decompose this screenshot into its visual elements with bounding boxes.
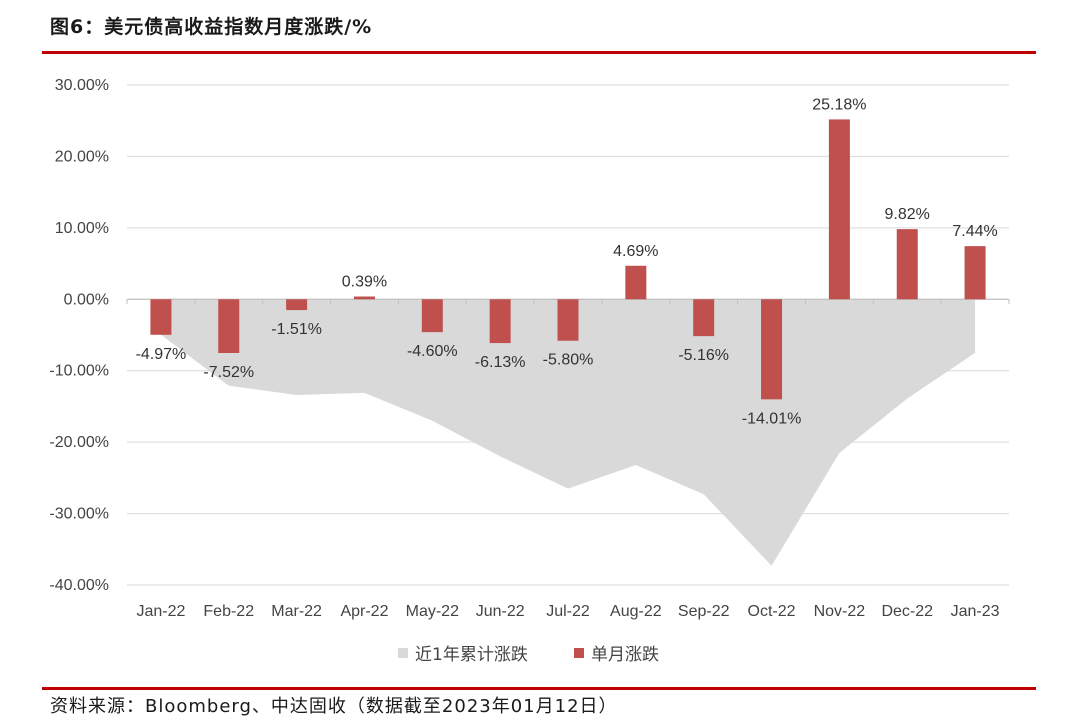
- legend-swatch-area: [398, 647, 408, 658]
- bar-sep-22: [693, 299, 715, 337]
- x-tick-label: Jan-22: [136, 603, 185, 620]
- bar-jul-22: [557, 299, 579, 341]
- top-rule: [42, 51, 1036, 54]
- chart-canvas: 30.00% 20.00% 10.00% 0.00% -10.00% -20.00% -30…: [49, 77, 1010, 620]
- data-label-jan-23: 7.44%: [952, 223, 997, 240]
- bar-may-22: [421, 299, 443, 333]
- bar-mar-22: [286, 299, 308, 311]
- bottom-rule: [42, 687, 1036, 690]
- x-tick-label: Sep-22: [678, 603, 730, 620]
- y-tick-label: -20.00%: [49, 434, 109, 451]
- bar-oct-22: [761, 299, 783, 400]
- legend-item-cumulative: 近1年累计涨跌: [398, 640, 528, 665]
- bar-jan-22: [150, 299, 172, 335]
- x-tick-labels: Jan-22 Feb-22 Mar-22 Apr-22 May-22 Jun-22 Jul-…: [136, 603, 999, 620]
- x-tick-label: May-22: [406, 603, 459, 620]
- bar-apr-22: [353, 296, 375, 300]
- y-tick-label: -40.00%: [49, 577, 109, 594]
- data-label-sep-22: -5.16%: [678, 347, 729, 364]
- x-tick-label: Feb-22: [203, 603, 254, 620]
- x-tick-label: Apr-22: [340, 603, 388, 620]
- data-label-apr-22: 0.39%: [342, 274, 387, 291]
- legend-label-monthly: 单月涨跌: [591, 645, 659, 665]
- y-tick-label: -30.00%: [49, 506, 109, 523]
- data-label-jul-22: -5.80%: [543, 352, 594, 369]
- bar-jan-23: [964, 246, 986, 300]
- y-tick-label: 0.00%: [64, 291, 109, 308]
- figure-title: 图6：美元债高收益指数月度涨跌/%: [50, 16, 373, 38]
- x-tick-label: Nov-22: [814, 603, 866, 620]
- x-tick-label: Jan-23: [951, 603, 1000, 620]
- y-tick-label: 20.00%: [55, 148, 109, 165]
- bar-aug-22: [625, 265, 647, 300]
- legend: 近1年累计涨跌 单月涨跌: [0, 640, 1080, 666]
- data-label-jun-22: -6.13%: [475, 354, 526, 371]
- data-labels: -4.97% -7.52% -1.51% 0.39% -4.60% -6.13% -5.80…: [136, 96, 998, 427]
- data-label-mar-22: -1.51%: [271, 321, 322, 338]
- y-tick-labels: 30.00% 20.00% 10.00% 0.00% -10.00% -20.00% -30…: [49, 77, 109, 594]
- x-tick-label: Mar-22: [271, 603, 322, 620]
- legend-swatch-bar: [574, 647, 584, 658]
- x-tick-label: Oct-22: [748, 603, 796, 620]
- bars-layer: [150, 119, 986, 400]
- data-label-jan-22: -4.97%: [136, 346, 187, 363]
- legend-item-monthly: 单月涨跌: [574, 640, 659, 665]
- y-tick-label: 30.00%: [55, 77, 109, 94]
- data-label-aug-22: 4.69%: [613, 243, 658, 260]
- bar-feb-22: [218, 299, 240, 353]
- source-note: 资料来源：Bloomberg、中达固收（数据截至2023年01月12日）: [50, 696, 618, 717]
- x-tick-label: Dec-22: [881, 603, 933, 620]
- x-axis-layer: [126, 298, 1010, 305]
- y-tick-label: 10.00%: [55, 220, 109, 237]
- bar-dec-22: [896, 229, 918, 300]
- legend-label-cumulative: 近1年累计涨跌: [415, 645, 528, 665]
- data-label-nov-22: 25.18%: [812, 96, 866, 113]
- x-tick-label: Aug-22: [610, 603, 662, 620]
- x-tick-label: Jul-22: [546, 603, 590, 620]
- y-tick-label: -10.00%: [49, 363, 109, 380]
- data-label-may-22: -4.60%: [407, 343, 458, 360]
- data-label-oct-22: -14.01%: [742, 410, 802, 427]
- data-label-dec-22: 9.82%: [885, 206, 930, 223]
- bar-jun-22: [489, 299, 511, 344]
- bar-nov-22: [828, 119, 850, 300]
- x-tick-label: Jun-22: [476, 603, 525, 620]
- data-label-feb-22: -7.52%: [203, 364, 254, 381]
